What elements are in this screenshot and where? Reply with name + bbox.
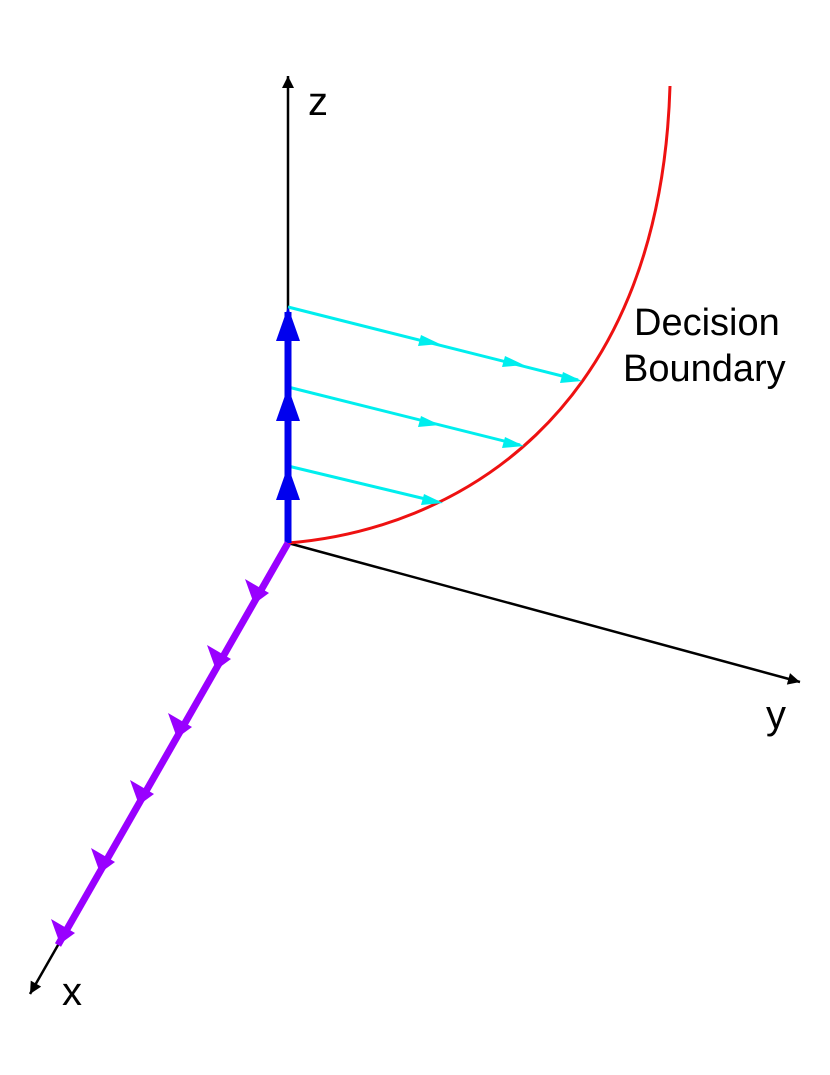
flow-arrowhead bbox=[560, 372, 582, 383]
x-vectors-group bbox=[51, 541, 292, 947]
z-vector-arrowhead bbox=[276, 466, 300, 500]
flow-lines-group bbox=[287, 305, 582, 505]
z-vectors-group bbox=[276, 307, 300, 543]
x-axis-label: x bbox=[62, 970, 82, 1014]
y-axis bbox=[287, 541, 801, 685]
flow-arrowhead bbox=[418, 416, 440, 427]
x-vector-arrowhead bbox=[245, 579, 269, 604]
flow-arrowhead bbox=[502, 356, 524, 367]
decision-boundary-label-line1: Decision bbox=[634, 302, 780, 344]
flow-line-middle bbox=[287, 385, 521, 447]
x-vector-arrowhead bbox=[91, 848, 115, 873]
decision-boundary-label-line2: Boundary bbox=[623, 348, 786, 390]
x-vector-arrowhead bbox=[51, 919, 75, 944]
flow-line-bottom bbox=[287, 464, 439, 504]
y-axis-label: y bbox=[766, 693, 786, 737]
flow-arrowhead bbox=[421, 494, 443, 505]
x-vector-arrowhead bbox=[207, 645, 231, 670]
z-vector-arrowhead bbox=[276, 307, 300, 341]
x-vector-arrowhead bbox=[168, 713, 192, 738]
decision-boundary-curve bbox=[287, 85, 672, 545]
axes-group bbox=[28, 76, 801, 995]
flow-arrowhead bbox=[502, 437, 524, 448]
z-axis-label: z bbox=[308, 80, 328, 124]
z-vector-arrowhead bbox=[276, 387, 300, 421]
x-vector-arrowhead bbox=[130, 780, 154, 805]
x-vector-shaft bbox=[54, 541, 292, 947]
flow-arrowhead bbox=[418, 335, 440, 346]
